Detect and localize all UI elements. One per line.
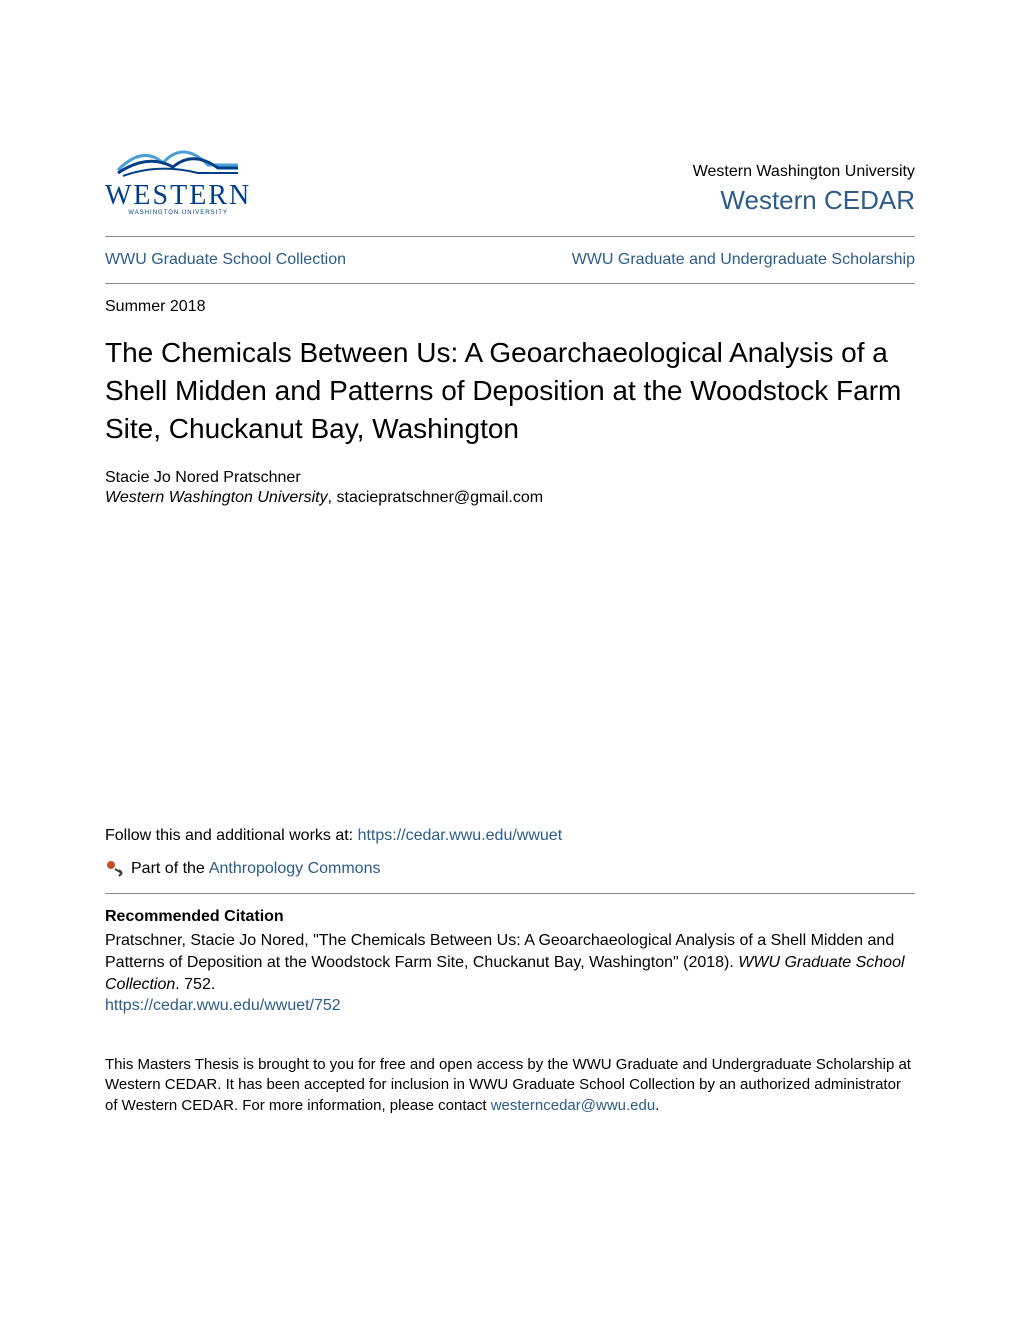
follow-works-row: Follow this and additional works at: htt… bbox=[105, 827, 915, 845]
author-email: , staciepratschner@gmail.com bbox=[328, 489, 543, 506]
footer-text: This Masters Thesis is brought to you fo… bbox=[105, 1055, 915, 1116]
breadcrumb-nav: WWU Graduate School Collection WWU Gradu… bbox=[105, 251, 915, 269]
header: WESTERN WASHINGTON UNIVERSITY Western Wa… bbox=[105, 135, 915, 216]
repository-link[interactable]: Western CEDAR bbox=[693, 185, 915, 216]
publication-date: Summer 2018 bbox=[105, 298, 915, 316]
citation-suffix: . 752. bbox=[175, 976, 215, 993]
recommended-citation-heading: Recommended Citation bbox=[105, 908, 915, 926]
author-affiliation-italic: Western Washington University bbox=[105, 489, 328, 506]
commons-link[interactable]: Anthropology Commons bbox=[209, 860, 381, 878]
divider bbox=[105, 283, 915, 284]
follow-url-link[interactable]: https://cedar.wwu.edu/wwuet bbox=[358, 827, 563, 844]
logo-main-text: WESTERN bbox=[105, 180, 251, 212]
document-title: The Chemicals Between Us: A Geoarchaeolo… bbox=[105, 334, 915, 447]
author-name: Stacie Jo Nored Pratschner bbox=[105, 469, 915, 487]
logo-mountain-icon bbox=[108, 135, 248, 180]
partof-prefix: Part of the bbox=[131, 860, 205, 878]
institution-name: Western Washington University bbox=[693, 163, 915, 181]
scholarship-link[interactable]: WWU Graduate and Undergraduate Scholarsh… bbox=[572, 251, 915, 269]
citation-text: Pratschner, Stacie Jo Nored, "The Chemic… bbox=[105, 930, 915, 995]
collection-link[interactable]: WWU Graduate School Collection bbox=[105, 251, 346, 269]
follow-prefix: Follow this and additional works at: bbox=[105, 827, 358, 844]
divider bbox=[105, 236, 915, 237]
institution-block: Western Washington University Western CE… bbox=[693, 163, 915, 216]
institution-logo[interactable]: WESTERN WASHINGTON UNIVERSITY bbox=[105, 135, 251, 216]
footer-suffix: . bbox=[655, 1097, 659, 1114]
logo-sub-text: WASHINGTON UNIVERSITY bbox=[128, 210, 228, 216]
part-of-row: Part of the Anthropology Commons bbox=[105, 859, 915, 879]
network-icon bbox=[105, 859, 125, 879]
divider bbox=[105, 893, 915, 894]
author-affiliation: Western Washington University, staciepra… bbox=[105, 489, 915, 507]
contact-email-link[interactable]: westerncedar@wwu.edu bbox=[491, 1097, 655, 1114]
citation-url-link[interactable]: https://cedar.wwu.edu/wwuet/752 bbox=[105, 997, 915, 1015]
